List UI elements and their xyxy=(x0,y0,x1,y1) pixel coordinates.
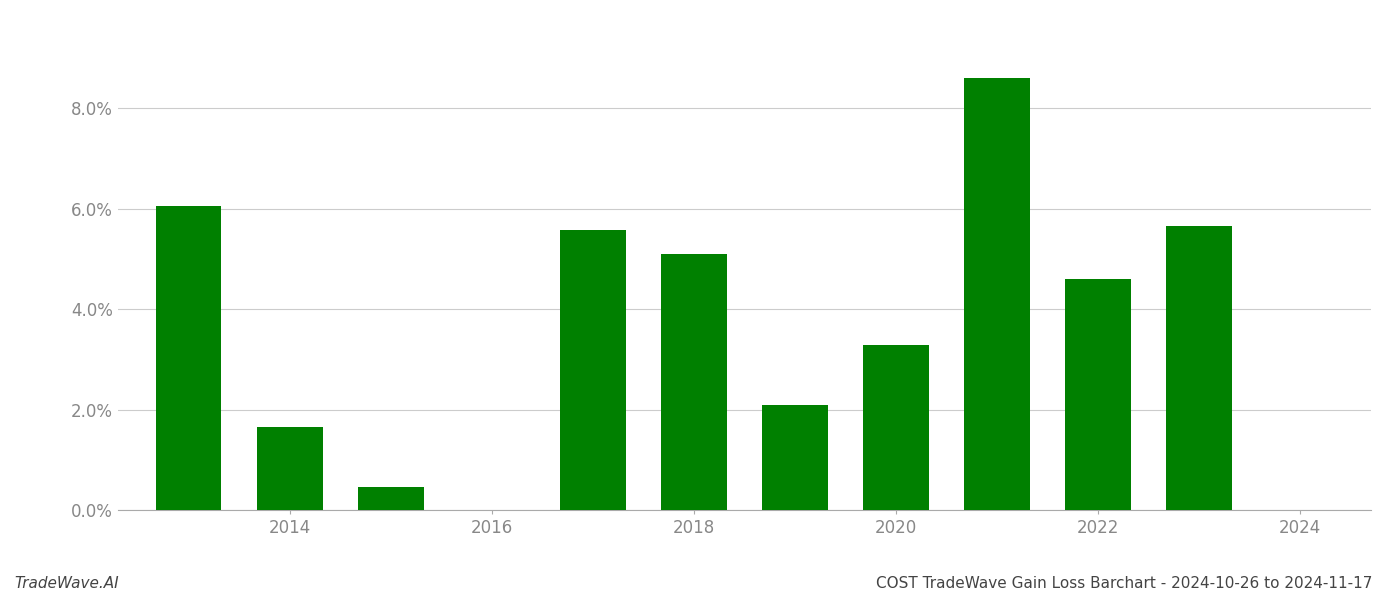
Bar xyxy=(1166,226,1232,510)
Bar xyxy=(155,206,221,510)
Bar xyxy=(358,487,424,510)
Bar xyxy=(762,404,827,510)
Text: COST TradeWave Gain Loss Barchart - 2024-10-26 to 2024-11-17: COST TradeWave Gain Loss Barchart - 2024… xyxy=(875,576,1372,591)
Text: TradeWave.AI: TradeWave.AI xyxy=(14,576,119,591)
Bar xyxy=(560,230,626,510)
Bar xyxy=(661,254,727,510)
Bar xyxy=(864,345,928,510)
Bar xyxy=(1065,279,1131,510)
Bar xyxy=(256,427,322,510)
Bar xyxy=(965,78,1030,510)
